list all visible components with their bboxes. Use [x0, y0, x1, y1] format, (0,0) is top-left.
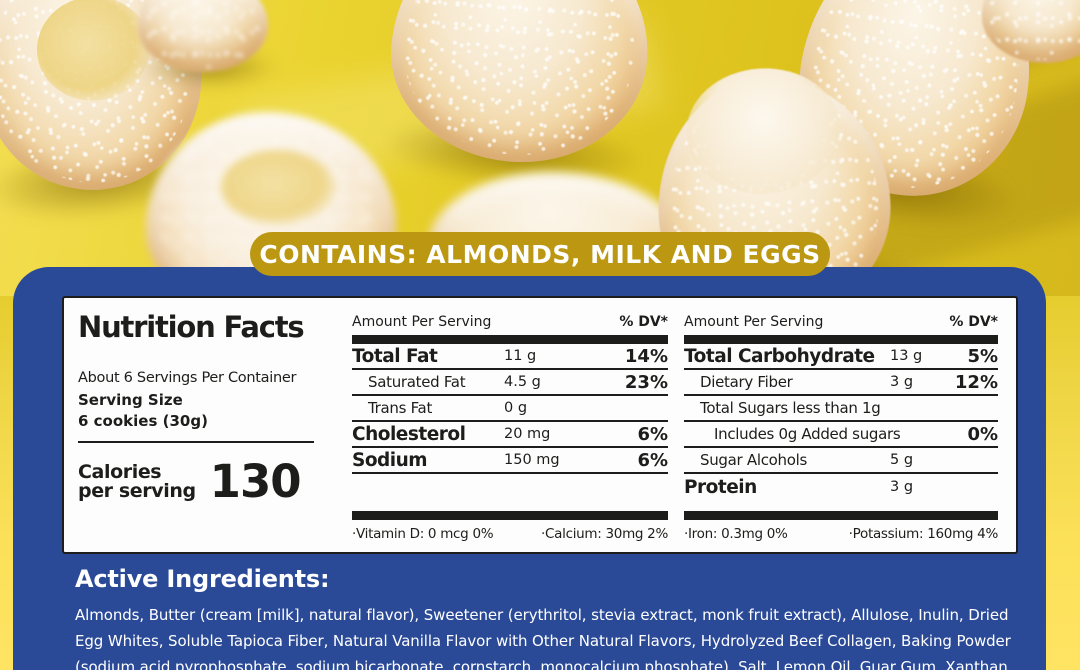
- thick-rule: [684, 511, 998, 520]
- serving-size-label: Serving Size: [78, 391, 183, 409]
- column-header: Amount Per Serving % DV*: [352, 312, 668, 335]
- amount-per-serving-header: Amount Per Serving: [684, 314, 824, 330]
- nutrient-row: Trans Fat 0 g: [352, 396, 668, 422]
- micronutrient-footnote: ·Iron: 0.3mg 0%: [684, 526, 788, 542]
- nutrient-name: Cholesterol: [352, 423, 466, 445]
- nutrient-row: Sodium 150 mg 6%: [352, 448, 668, 474]
- cookie-photo-item: [138, 0, 278, 88]
- allergen-banner-text: CONTAINS: ALMONDS, MILK AND EGGS: [259, 239, 821, 269]
- nutrient-row: Total Fat 11 g 14%: [352, 344, 668, 370]
- nutrient-dv: 12%: [954, 371, 998, 393]
- percent-dv-header: % DV*: [619, 314, 668, 330]
- column-footer: ·Vitamin D: 0 mcg 0% ·Calcium: 30mg 2%: [352, 511, 668, 542]
- nutrition-summary-column: Nutrition Facts About 6 Servings Per Con…: [78, 310, 340, 540]
- nutrient-rows: Total Fat 11 g 14% Saturated Fat 4.5 g 23% Tra…: [352, 344, 668, 474]
- nutrition-facts-title: Nutrition Facts: [78, 310, 305, 344]
- nutrient-amount: 3 g: [890, 374, 914, 390]
- nutrient-dv: 6%: [637, 423, 668, 445]
- nutrient-name: Total Sugars less than 1g: [700, 399, 881, 417]
- nutrient-row: Includes 0g Added sugars 0%: [684, 422, 998, 448]
- nutrient-amount: 4.5 g: [504, 374, 541, 390]
- thick-rule: [352, 511, 668, 520]
- calories-label-line1: Calories: [78, 460, 162, 483]
- nutrient-amount: 5 g: [890, 452, 914, 468]
- micronutrient-footnote: ·Vitamin D: 0 mcg 0%: [352, 526, 494, 542]
- nutrient-name: Total Carbohydrate: [684, 345, 875, 367]
- nutrient-dv: 14%: [624, 345, 668, 367]
- nutrient-row: Saturated Fat 4.5 g 23%: [352, 370, 668, 396]
- column-footer: ·Iron: 0.3mg 0% ·Potassium: 160mg 4%: [684, 511, 998, 542]
- micronutrient-footnote: ·Calcium: 30mg 2%: [541, 526, 668, 542]
- active-ingredients-heading: Active Ingredients:: [75, 565, 330, 593]
- column-header: Amount Per Serving % DV*: [684, 312, 998, 335]
- active-ingredients-section: Active Ingredients: Almonds, Butter (cre…: [75, 565, 1027, 670]
- nutrient-row: Total Sugars less than 1g: [684, 396, 998, 422]
- nutrient-column-fat: Amount Per Serving % DV* Total Fat 11 g 14…: [352, 312, 668, 542]
- micronutrient-footnotes: ·Vitamin D: 0 mcg 0% ·Calcium: 30mg 2%: [352, 520, 668, 542]
- nutrient-dv: 23%: [624, 371, 668, 393]
- nutrient-row: Total Carbohydrate 13 g 5%: [684, 344, 998, 370]
- nutrient-amount: 150 mg: [504, 452, 560, 468]
- nutrient-row: Cholesterol 20 mg 6%: [352, 422, 668, 448]
- nutrient-dv: 0%: [967, 423, 998, 445]
- nutrient-name: Total Fat: [352, 345, 438, 367]
- nutrient-name: Sugar Alcohols: [700, 451, 807, 469]
- divider: [78, 441, 314, 443]
- amount-per-serving-header: Amount Per Serving: [352, 314, 492, 330]
- nutrient-dv: 6%: [637, 449, 668, 471]
- nutrient-amount: 3 g: [890, 479, 914, 495]
- calories-value: 130: [209, 455, 302, 508]
- nutrient-column-carbs: Amount Per Serving % DV* Total Carbohydr…: [684, 312, 998, 542]
- nutrient-amount: 13 g: [890, 348, 923, 364]
- thick-rule: [684, 335, 998, 344]
- calories-block: Calories per serving 130: [78, 455, 340, 508]
- nutrition-facts-label: Nutrition Facts About 6 Servings Per Con…: [62, 296, 1018, 554]
- cookie-photo-item: [982, 0, 1080, 63]
- calories-label: Calories per serving: [78, 460, 196, 502]
- info-panel: Nutrition Facts About 6 Servings Per Con…: [13, 267, 1046, 670]
- thick-rule: [352, 335, 668, 344]
- calories-label-line2: per serving: [78, 479, 196, 502]
- nutrient-row: Sugar Alcohols 5 g: [684, 448, 998, 474]
- nutrient-row: Dietary Fiber 3 g 12%: [684, 370, 998, 396]
- nutrient-name: Saturated Fat: [368, 373, 466, 391]
- nutrient-name: Trans Fat: [368, 399, 433, 417]
- percent-dv-header: % DV*: [949, 314, 998, 330]
- nutrient-name: Dietary Fiber: [700, 373, 793, 391]
- servings-per-container: About 6 Servings Per Container: [78, 370, 297, 386]
- allergen-banner: CONTAINS: ALMONDS, MILK AND EGGS: [250, 232, 830, 276]
- nutrient-name: Includes 0g Added sugars: [714, 425, 901, 443]
- active-ingredients-text: Almonds, Butter (cream [milk], natural f…: [75, 606, 1011, 670]
- serving-size-value: 6 cookies (30g): [78, 412, 208, 430]
- nutrient-name: Sodium: [352, 449, 428, 471]
- nutrient-name: Protein: [684, 476, 757, 498]
- nutrient-dv: 5%: [967, 345, 998, 367]
- nutrient-amount: 20 mg: [504, 426, 551, 442]
- nutrient-amount: 11 g: [504, 348, 537, 364]
- micronutrient-footnotes: ·Iron: 0.3mg 0% ·Potassium: 160mg 4%: [684, 520, 998, 542]
- micronutrient-footnote: ·Potassium: 160mg 4%: [848, 526, 999, 542]
- nutrient-rows: Total Carbohydrate 13 g 5% Dietary Fiber 3 g…: [684, 344, 998, 500]
- nutrient-amount: 0 g: [504, 400, 528, 416]
- nutrient-row: Protein 3 g: [684, 474, 998, 500]
- cookie-photo-item: [376, 0, 657, 198]
